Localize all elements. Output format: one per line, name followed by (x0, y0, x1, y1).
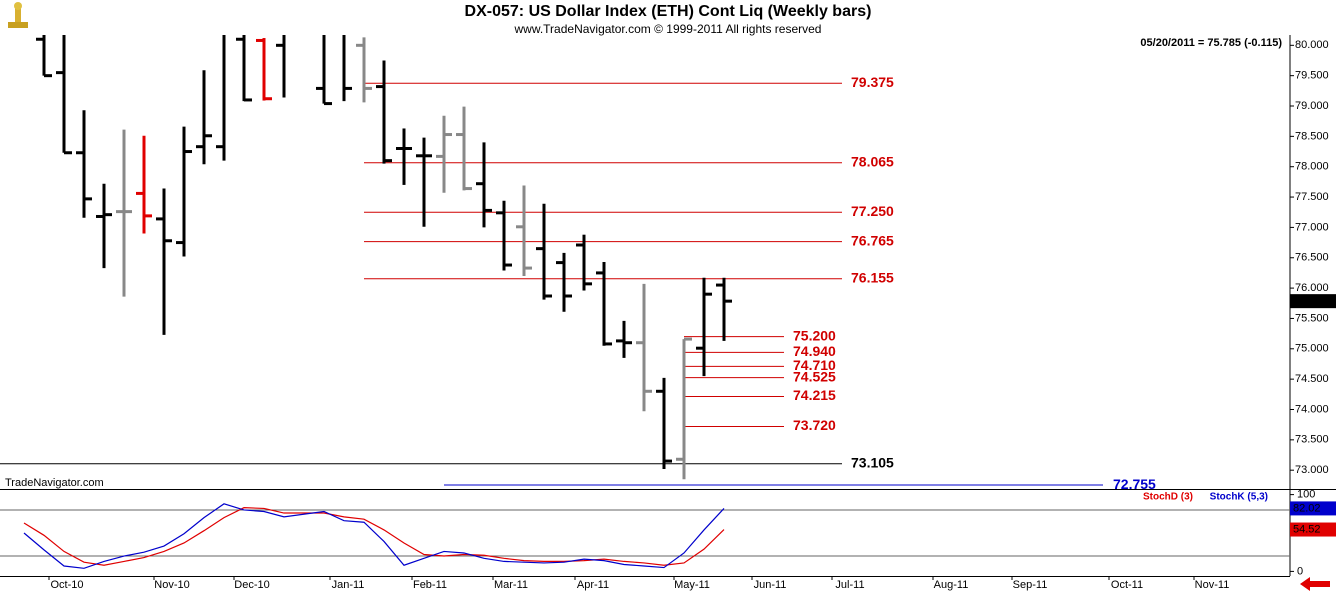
chart-title: DX-057: US Dollar Index (ETH) Cont Liq (… (465, 3, 872, 20)
y-tick-label: 74.000 (1295, 403, 1329, 415)
level-label: 74.940 (793, 343, 836, 359)
x-tick-label: Feb-11 (413, 579, 447, 591)
level-label: 73.105 (851, 455, 894, 471)
y-tick-label: 100 (1297, 489, 1315, 501)
level-label: 76.765 (851, 232, 894, 248)
y-tick-label: 0 (1297, 565, 1303, 577)
y-tick-label: 76.500 (1295, 252, 1329, 264)
stoch-line (23, 507, 725, 566)
y-tick-label: 79.500 (1295, 70, 1329, 82)
last-value-box (1290, 501, 1336, 516)
axes: 73.000 73.500 74.000 74.500 75.000 75.500 76.0… (48, 39, 1336, 591)
last-value-label: 82.02 (1293, 502, 1321, 514)
x-tick-label: Jan-11 (332, 579, 365, 591)
y-tick-label: 77.000 (1295, 221, 1329, 233)
level-label: 76.155 (851, 269, 894, 285)
price-panel (0, 35, 1103, 486)
y-tick-label: 79.000 (1295, 100, 1329, 112)
level-label: 72.755 (1113, 476, 1156, 492)
level-label: 78.065 (851, 153, 894, 169)
level-label: 77.250 (851, 203, 894, 219)
watermark: TradeNavigator.com (5, 477, 104, 489)
stoch-line (23, 503, 725, 569)
x-tick-label: Oct-11 (1111, 579, 1143, 591)
last-value-box (1290, 522, 1336, 537)
y-tick-label: 78.000 (1295, 161, 1329, 173)
y-tick-label: 75.000 (1295, 343, 1329, 355)
y-tick-label: 78.500 (1295, 130, 1329, 142)
y-tick-label: 77.500 (1295, 191, 1329, 203)
arrow-icon[interactable] (1300, 577, 1330, 591)
quote: 05/20/2011 = 75.785 (-0.115) (1140, 37, 1282, 49)
x-tick-label: Nov-11 (1195, 579, 1230, 591)
level-label: 74.710 (793, 357, 836, 373)
y-tick-label: 75.500 (1295, 312, 1329, 324)
x-tick-label: Apr-11 (577, 579, 609, 591)
y-tick-label: 76.000 (1295, 282, 1329, 294)
last-value-label: 54.52 (1293, 523, 1321, 535)
stoch-panel (0, 503, 1290, 569)
y-tick-label: 73.000 (1295, 464, 1329, 476)
y-tick-label: 74.500 (1295, 373, 1329, 385)
legend-entry: StochK (5,3) (1210, 492, 1268, 503)
logo-icon (8, 2, 28, 28)
last-price-label: 75.785 (1293, 295, 1327, 307)
x-tick-label: Mar-11 (494, 579, 528, 591)
level-label: 74.215 (793, 387, 836, 403)
x-tick-label: Aug-11 (934, 579, 969, 591)
y-tick-label: 73.500 (1295, 434, 1329, 446)
x-tick-label: Nov-10 (154, 579, 189, 591)
level-label: 75.200 (793, 327, 836, 343)
x-tick-label: May-11 (674, 579, 710, 591)
y-tick-label: 80.000 (1295, 39, 1329, 51)
x-tick-label: Sep-11 (1013, 579, 1048, 591)
legend-entry: StochD (3) (1143, 492, 1193, 503)
level-label: 74.525 (793, 368, 836, 384)
x-tick-label: Dec-10 (234, 579, 269, 591)
last-price-box (1290, 294, 1336, 309)
x-tick-label: Oct-10 (50, 579, 83, 591)
chart-subtitle: www.TradeNavigator.com © 1999-2011 All r… (514, 22, 822, 36)
scroll-arrow[interactable] (1300, 577, 1330, 591)
x-tick-label: Jun-11 (754, 579, 787, 591)
level-label: 79.375 (851, 74, 894, 90)
x-tick-label: Jul-11 (835, 579, 864, 591)
level-label: 73.720 (793, 417, 836, 433)
